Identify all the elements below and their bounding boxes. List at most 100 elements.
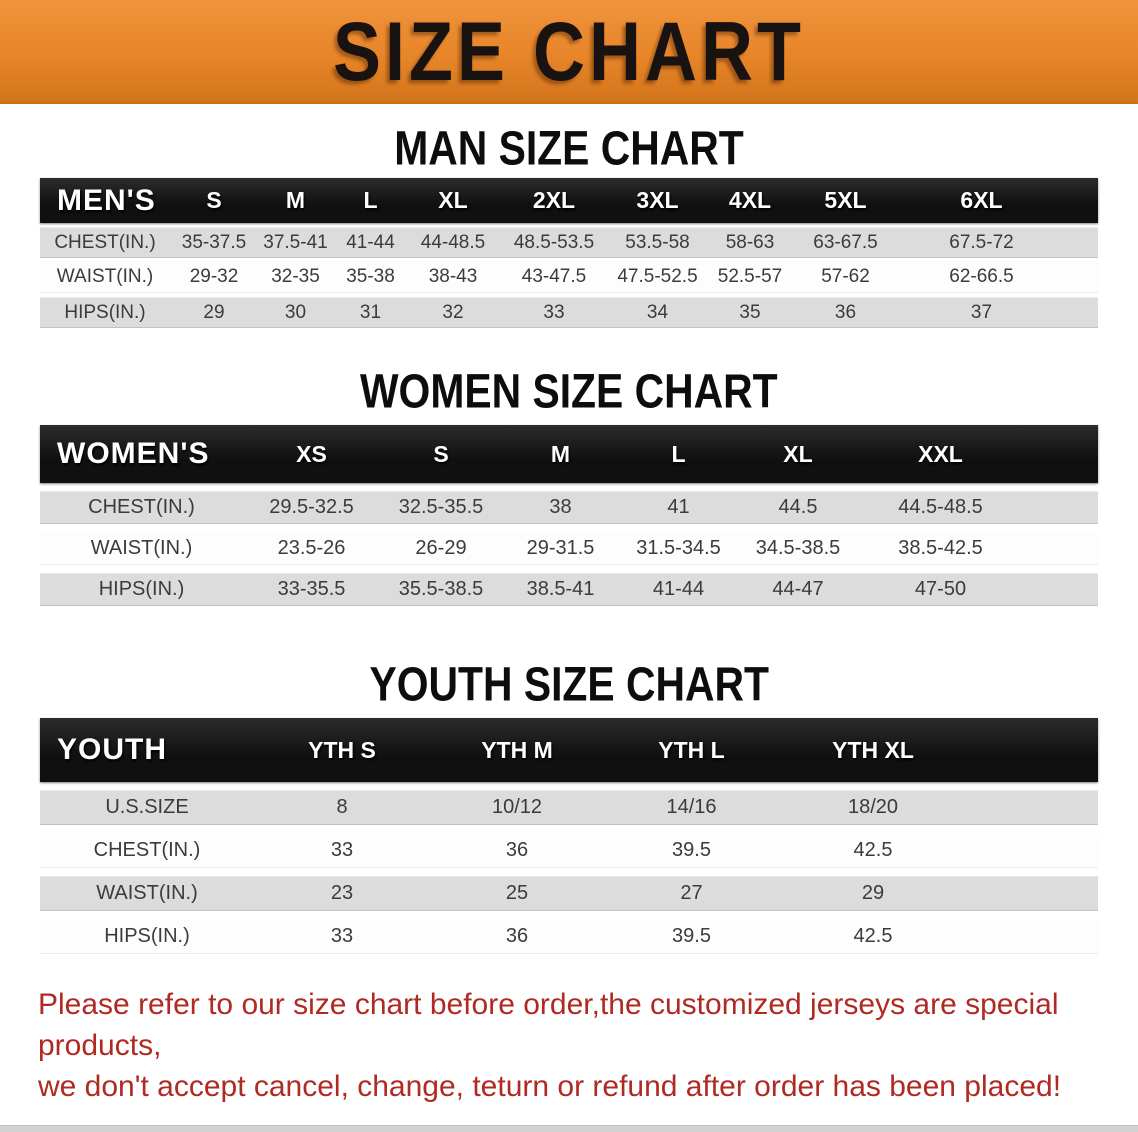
size-value-cell: 48.5-53.5: [498, 227, 610, 258]
size-value-cell: 10/12: [430, 790, 604, 825]
size-value-cell: 44.5-48.5: [858, 491, 1098, 524]
size-value-cell: 29-31.5: [502, 532, 619, 565]
women-group-label: WOMEN'S: [57, 437, 210, 470]
column-header: S: [433, 440, 449, 467]
youth-table-header-row: YOUTH YTH S YTH M YTH L YTH XL: [40, 718, 1098, 782]
size-value-cell: 32-35: [258, 262, 333, 293]
table-row-chest: CHEST(IN.) 33 36 39.5 42.5: [40, 833, 1098, 868]
size-value-cell: 27: [604, 876, 779, 911]
size-value-cell: 35-38: [333, 262, 408, 293]
column-header: S: [206, 187, 222, 213]
column-header: XS: [296, 440, 327, 467]
size-value-cell: 31: [333, 297, 408, 328]
size-value-cell: 31.5-34.5: [619, 532, 738, 565]
youth-size-table: YOUTH YTH S YTH M YTH L YTH XL U.S.SIZE …: [40, 710, 1098, 962]
column-header: YTH XL: [832, 736, 914, 763]
size-value-cell: 33: [254, 919, 430, 954]
footer-note-line1: Please refer to our size chart before or…: [38, 988, 1059, 1062]
size-value-cell: 38-43: [408, 262, 498, 293]
column-header: 3XL: [636, 187, 679, 213]
size-value-cell: 34.5-38.5: [738, 532, 858, 565]
size-value-cell: 53.5-58: [610, 227, 705, 258]
size-value-cell: 29-32: [170, 262, 258, 293]
size-value-cell: 30: [258, 297, 333, 328]
size-value-cell: 38.5-42.5: [858, 532, 1098, 565]
table-row-hips: HIPS(IN.) 33-35.5 35.5-38.5 38.5-41 41-4…: [40, 573, 1098, 606]
size-value-cell: 25: [430, 876, 604, 911]
table-row-waist: WAIST(IN.) 23 25 27 29: [40, 876, 1098, 911]
size-value-cell: 29: [170, 297, 258, 328]
size-value-cell: 58-63: [705, 227, 795, 258]
column-header: M: [550, 440, 571, 467]
size-value-cell: 29.5-32.5: [243, 491, 380, 524]
size-value-cell: 39.5: [604, 833, 779, 868]
size-value-cell: 8: [254, 790, 430, 825]
column-header: 2XL: [532, 187, 576, 213]
row-label: CHEST(IN.): [40, 833, 254, 868]
column-header: L: [671, 440, 686, 467]
row-label: CHEST(IN.): [40, 227, 170, 258]
size-value-cell: 38: [502, 491, 619, 524]
size-value-cell: 44-48.5: [408, 227, 498, 258]
size-value-cell: 26-29: [380, 532, 502, 565]
women-section-heading: WOMEN SIZE CHART: [360, 365, 778, 419]
bottom-strip: [0, 1125, 1138, 1132]
youth-section-heading: YOUTH SIZE CHART: [369, 658, 769, 712]
row-label: HIPS(IN.): [40, 297, 170, 328]
size-value-cell: 34: [610, 297, 705, 328]
size-value-cell: 14/16: [604, 790, 779, 825]
size-value-cell: 44-47: [738, 573, 858, 606]
size-value-cell: 41: [619, 491, 738, 524]
table-row-hips: HIPS(IN.) 29 30 31 32 33 34 35 36 37: [40, 297, 1098, 328]
column-header: XL: [783, 440, 813, 467]
women-table-header-row: WOMEN'S XS S M L XL XXL: [40, 425, 1098, 483]
women-size-table: WOMEN'S XS S M L XL XXL CHEST(IN.) 29.5-…: [40, 417, 1098, 614]
youth-group-label: YOUTH: [57, 733, 167, 766]
column-header: YTH M: [481, 736, 553, 763]
footer-note: Please refer to our size chart before or…: [38, 984, 1108, 1107]
size-value-cell: 42.5: [779, 919, 1098, 954]
size-value-cell: 62-66.5: [896, 262, 1098, 293]
row-label: HIPS(IN.): [40, 919, 254, 954]
column-header: L: [363, 187, 378, 213]
size-value-cell: 63-67.5: [795, 227, 896, 258]
column-header: XXL: [918, 440, 963, 467]
size-value-cell: 35.5-38.5: [380, 573, 502, 606]
size-value-cell: 32: [408, 297, 498, 328]
size-value-cell: 38.5-41: [502, 573, 619, 606]
column-header: M: [285, 187, 306, 213]
footer-note-line2: we don't accept cancel, change, teturn o…: [38, 1070, 1062, 1103]
column-header: 6XL: [960, 187, 1003, 213]
row-label: CHEST(IN.): [40, 491, 243, 524]
size-value-cell: 67.5-72: [896, 227, 1098, 258]
size-value-cell: 23: [254, 876, 430, 911]
table-row-hips: HIPS(IN.) 33 36 39.5 42.5: [40, 919, 1098, 954]
size-value-cell: 44.5: [738, 491, 858, 524]
table-row-waist: WAIST(IN.) 23.5-26 26-29 29-31.5 31.5-34…: [40, 532, 1098, 565]
size-value-cell: 57-62: [795, 262, 896, 293]
size-chart-banner: SIZE CHART: [0, 0, 1138, 104]
size-value-cell: 47.5-52.5: [610, 262, 705, 293]
table-row-chest: CHEST(IN.) 35-37.5 37.5-41 41-44 44-48.5…: [40, 227, 1098, 258]
size-value-cell: 33-35.5: [243, 573, 380, 606]
column-header: YTH L: [658, 736, 725, 763]
size-value-cell: 42.5: [779, 833, 1098, 868]
row-label: HIPS(IN.): [40, 573, 243, 606]
size-value-cell: 47-50: [858, 573, 1098, 606]
size-value-cell: 23.5-26: [243, 532, 380, 565]
size-value-cell: 18/20: [779, 790, 1098, 825]
size-value-cell: 37: [896, 297, 1098, 328]
size-value-cell: 29: [779, 876, 1098, 911]
table-row-waist: WAIST(IN.) 29-32 32-35 35-38 38-43 43-47…: [40, 262, 1098, 293]
row-label: WAIST(IN.): [40, 532, 243, 565]
size-value-cell: 35-37.5: [170, 227, 258, 258]
table-row-ussize: U.S.SIZE 8 10/12 14/16 18/20: [40, 790, 1098, 825]
size-value-cell: 33: [498, 297, 610, 328]
row-label: U.S.SIZE: [40, 790, 254, 825]
men-table-header-row: MEN'S S M L XL 2XL 3XL 4XL 5XL 6XL: [40, 178, 1098, 223]
men-group-label: MEN'S: [57, 183, 156, 217]
size-value-cell: 41-44: [333, 227, 408, 258]
men-size-table: MEN'S S M L XL 2XL 3XL 4XL 5XL 6XL CHEST…: [40, 174, 1098, 332]
column-header: 5XL: [824, 187, 867, 213]
size-value-cell: 33: [254, 833, 430, 868]
